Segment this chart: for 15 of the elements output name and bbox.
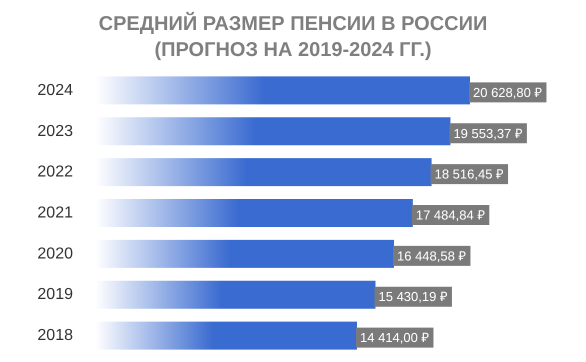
y-tick-label: 2024 [37,82,74,99]
data-label: 15 430,19 ₽ [378,289,448,304]
y-tick-label: 2023 [37,122,74,140]
data-label: 14 414,00 ₽ [360,330,430,346]
data-label: 20 628,80 ₽ [473,84,542,100]
data-label: 19 553,37 ₽ [453,126,523,141]
chart-title: СРЕДНИЙ РАЗМЕР ПЕНСИИ В РОССИИ (ПРОГНОЗ НА 2019-2024 ГГ.) [98,11,488,61]
y-tick-label: 2021 [37,204,74,222]
y-tick-label: 2020 [37,245,74,262]
y-tick-label: 2018 [37,327,74,344]
data-label: 16 448,58 ₽ [397,248,466,264]
data-label: 18 516,45 ₽ [434,166,504,182]
y-tick-label: 2019 [37,286,74,304]
y-tick-label: 2022 [37,164,74,181]
data-label: 17 484,84 ₽ [416,208,486,222]
